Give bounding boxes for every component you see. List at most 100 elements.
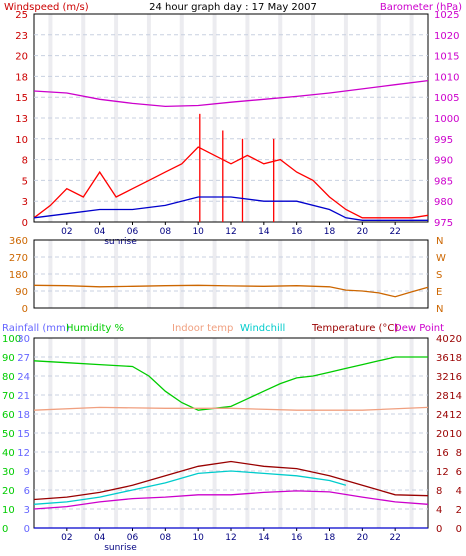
y-tick-label: 100 — [2, 334, 21, 345]
legend-entry: Windchill — [240, 323, 285, 334]
y-tick-label: E — [436, 287, 442, 298]
hour-stripe-3 — [114, 338, 119, 528]
y-tick-label: 40 — [436, 334, 449, 345]
x-tick-label: 06 — [127, 533, 139, 543]
y-tick-label: 70 — [2, 391, 15, 402]
y-tick-label: 0 — [22, 218, 28, 229]
hour-stripe-3 — [409, 338, 414, 528]
y-tick-label: 12 — [436, 467, 449, 478]
y-tick-label: 1020 — [434, 31, 459, 42]
x-tick-label: 18 — [324, 533, 336, 543]
y-tick-label: 10 — [15, 135, 28, 146]
x-tick-label: 06 — [127, 227, 139, 237]
y-tick-label: 1005 — [434, 93, 459, 104]
x-tick-label: 12 — [225, 533, 236, 543]
y-tick-label: 995 — [434, 135, 453, 146]
y-tick-label: N — [436, 304, 443, 315]
legend-entry: Dew Point — [394, 323, 444, 334]
y-tick-label: 270 — [9, 253, 28, 264]
y-tick-label: 8 — [436, 486, 442, 497]
y-tick-label: 990 — [434, 156, 453, 167]
y-tick-label: 15 — [17, 429, 30, 440]
y-tick-label: 16 — [449, 372, 462, 383]
y-tick-label: W — [436, 253, 446, 264]
series-barometer — [33, 79, 429, 108]
y-tick-label: 30 — [17, 334, 30, 345]
hour-stripe-1 — [311, 14, 316, 222]
x-tick-label: 22 — [389, 227, 400, 237]
x-tick-label: 16 — [291, 227, 303, 237]
y-tick-label: 30 — [2, 467, 15, 478]
y-tick-label: 1000 — [434, 114, 459, 125]
x-tick-label: 08 — [160, 227, 172, 237]
y-tick-label: 1015 — [434, 52, 459, 63]
x-tick-label: 10 — [192, 533, 204, 543]
hour-stripe-3 — [311, 338, 316, 528]
x-tick-label: 20 — [357, 533, 369, 543]
hour-stripe-1 — [114, 14, 119, 222]
y-tick-label: 13 — [15, 114, 28, 125]
y-tick-label: 980 — [434, 197, 453, 208]
x-tick-label: 04 — [94, 533, 106, 543]
y-tick-label: 1010 — [434, 72, 459, 83]
y-tick-label: 14 — [449, 391, 462, 402]
y-tick-label: 2 — [456, 505, 462, 516]
legend-entry: Humidity % — [66, 323, 124, 334]
y-tick-label: 32 — [436, 372, 449, 383]
legend-entry: Temperature (°C) — [311, 323, 398, 334]
y-tick-label: 975 — [434, 218, 453, 229]
hour-stripe-1 — [212, 14, 217, 222]
series-wind_gust — [33, 146, 429, 219]
hour-stripe-2 — [311, 240, 316, 308]
y-tick-label: 90 — [2, 353, 15, 364]
y-tick-label: 24 — [17, 372, 30, 383]
y-tick-label: 16 — [436, 448, 449, 459]
y-tick-label: 360 — [9, 236, 28, 247]
x-tick-label: 18 — [324, 227, 336, 237]
y-tick-label: 10 — [2, 505, 15, 516]
y-tick-label: 9 — [24, 467, 30, 478]
y-tick-label: 21 — [17, 391, 30, 402]
y-tick-label: 18 — [17, 410, 30, 421]
y-tick-label: 60 — [2, 410, 15, 421]
y-tick-label: 20 — [449, 334, 462, 345]
y-tick-label: 27 — [17, 353, 30, 364]
x-tick-label: 12 — [225, 227, 236, 237]
y-tick-label: 8 — [456, 448, 462, 459]
hour-stripe-1 — [409, 14, 414, 222]
y-tick-label: 20 — [436, 429, 449, 440]
x-tick-label: 10 — [192, 227, 204, 237]
x-tick-label: 04 — [94, 227, 106, 237]
series-wind_avg — [33, 196, 428, 221]
y-tick-label: 0 — [436, 524, 442, 535]
y-tick-label: 5 — [22, 176, 28, 187]
y-tick-label: 15 — [15, 93, 28, 104]
y-tick-label: 12 — [449, 410, 462, 421]
sunrise-label: sunrise — [104, 237, 137, 247]
y-tick-label: 8 — [22, 156, 28, 167]
sunrise-label: sunrise — [104, 543, 137, 553]
series-windchill — [33, 470, 347, 505]
x-tick-label: 02 — [61, 533, 72, 543]
y-tick-label: 3 — [24, 505, 30, 516]
series-temperature — [33, 460, 429, 501]
y-tick-label: 50 — [2, 429, 15, 440]
y-tick-label: 180 — [9, 270, 28, 281]
series-wind_direction — [33, 284, 429, 298]
hour-stripe-3 — [212, 338, 217, 528]
x-tick-label: 02 — [61, 227, 72, 237]
y-tick-label: 90 — [15, 287, 28, 298]
x-tick-label: 08 — [160, 533, 172, 543]
series-humidity — [33, 356, 428, 411]
x-tick-label: 20 — [357, 227, 369, 237]
x-tick-label: 16 — [291, 533, 303, 543]
y-tick-label: 3 — [22, 197, 28, 208]
series-dew_point — [33, 490, 429, 510]
y-tick-label: 10 — [449, 429, 462, 440]
y-tick-label: 40 — [2, 448, 15, 459]
y-tick-label: 18 — [449, 353, 462, 364]
chart-title: 24 hour graph day : 17 May 2007 — [149, 2, 317, 13]
hour-stripe-2 — [212, 240, 217, 308]
y-tick-label: 985 — [434, 176, 453, 187]
